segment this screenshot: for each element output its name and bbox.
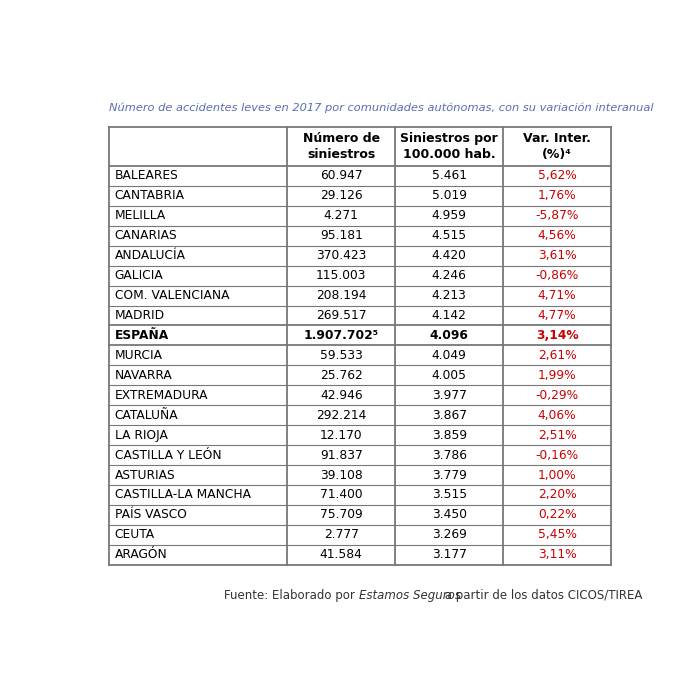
- Text: 1.907.702⁵: 1.907.702⁵: [304, 329, 379, 342]
- Text: PAÍS VASCO: PAÍS VASCO: [115, 508, 186, 522]
- Text: 0,22%: 0,22%: [538, 508, 576, 522]
- Text: 5,45%: 5,45%: [538, 528, 577, 541]
- Text: 3.177: 3.177: [432, 548, 467, 561]
- Text: 4.213: 4.213: [432, 289, 467, 302]
- Text: 71.400: 71.400: [320, 489, 363, 501]
- Text: -0,29%: -0,29%: [536, 389, 579, 402]
- Text: 4.246: 4.246: [432, 269, 467, 282]
- Text: Número de
siniestros: Número de siniestros: [302, 132, 380, 161]
- Text: -5,87%: -5,87%: [536, 209, 579, 223]
- Text: 2,51%: 2,51%: [538, 428, 576, 442]
- Text: CATALUÑA: CATALUÑA: [115, 409, 178, 421]
- Text: MURCIA: MURCIA: [115, 349, 162, 362]
- Text: CANTABRIA: CANTABRIA: [115, 189, 185, 202]
- Text: a partir de los datos CICOS/TIREA: a partir de los datos CICOS/TIREA: [441, 589, 643, 602]
- Text: Número de accidentes leves en 2017 por comunidades autónomas, con su variación i: Número de accidentes leves en 2017 por c…: [109, 103, 654, 113]
- Text: MELILLA: MELILLA: [115, 209, 166, 223]
- Text: 3.859: 3.859: [432, 428, 467, 442]
- Text: GALICIA: GALICIA: [115, 269, 163, 282]
- Text: LA RIOJA: LA RIOJA: [115, 428, 167, 442]
- Text: 3.786: 3.786: [432, 449, 467, 461]
- Text: 39.108: 39.108: [320, 468, 363, 482]
- Text: 1,00%: 1,00%: [538, 468, 576, 482]
- Text: 208.194: 208.194: [316, 289, 367, 302]
- Text: CEUTA: CEUTA: [115, 528, 155, 541]
- Text: 1,76%: 1,76%: [538, 189, 576, 202]
- Text: 5,62%: 5,62%: [538, 169, 576, 183]
- Text: Fuente: Elaborado por: Fuente: Elaborado por: [224, 589, 358, 602]
- Text: 269.517: 269.517: [316, 309, 367, 322]
- Text: EXTREMADURA: EXTREMADURA: [115, 389, 208, 402]
- Text: 3,14%: 3,14%: [536, 329, 578, 342]
- Text: 42.946: 42.946: [320, 389, 363, 402]
- Text: -0,16%: -0,16%: [536, 449, 579, 461]
- Text: 4.142: 4.142: [432, 309, 467, 322]
- Text: ANDALUCÍA: ANDALUCÍA: [115, 249, 186, 262]
- Text: -0,86%: -0,86%: [536, 269, 579, 282]
- Text: Estamos Seguros: Estamos Seguros: [358, 589, 461, 602]
- Text: ASTURIAS: ASTURIAS: [115, 468, 175, 482]
- Text: 95.181: 95.181: [320, 229, 363, 242]
- Text: MADRID: MADRID: [115, 309, 164, 322]
- Text: 5.461: 5.461: [432, 169, 467, 183]
- Text: 25.762: 25.762: [320, 369, 363, 382]
- Text: 3,61%: 3,61%: [538, 249, 576, 262]
- Text: ARAGÓN: ARAGÓN: [115, 548, 167, 561]
- Text: 4,77%: 4,77%: [538, 309, 576, 322]
- Text: 4,71%: 4,71%: [538, 289, 576, 302]
- Text: 3.269: 3.269: [432, 528, 467, 541]
- Text: 3.779: 3.779: [432, 468, 467, 482]
- Text: 4.515: 4.515: [432, 229, 467, 242]
- Text: 5.019: 5.019: [432, 189, 467, 202]
- Text: 2.777: 2.777: [324, 528, 358, 541]
- Text: 1,99%: 1,99%: [538, 369, 576, 382]
- Text: 3.450: 3.450: [432, 508, 467, 522]
- Text: ESPAÑA: ESPAÑA: [115, 329, 169, 342]
- Text: 3.867: 3.867: [432, 409, 467, 421]
- Text: 91.837: 91.837: [320, 449, 363, 461]
- Text: 2,61%: 2,61%: [538, 349, 576, 362]
- Text: 4.271: 4.271: [324, 209, 358, 223]
- Text: 2,20%: 2,20%: [538, 489, 576, 501]
- Text: 4,56%: 4,56%: [538, 229, 576, 242]
- Text: 60.947: 60.947: [320, 169, 363, 183]
- Text: 370.423: 370.423: [316, 249, 367, 262]
- Text: 4.049: 4.049: [432, 349, 467, 362]
- Text: 4,06%: 4,06%: [538, 409, 576, 421]
- Text: NAVARRA: NAVARRA: [115, 369, 172, 382]
- Text: CANARIAS: CANARIAS: [115, 229, 177, 242]
- Text: 115.003: 115.003: [316, 269, 367, 282]
- Text: COM. VALENCIANA: COM. VALENCIANA: [115, 289, 229, 302]
- Text: 4.096: 4.096: [430, 329, 468, 342]
- Text: 4.959: 4.959: [432, 209, 467, 223]
- Text: CASTILLA-LA MANCHA: CASTILLA-LA MANCHA: [115, 489, 251, 501]
- Text: CASTILLA Y LEÓN: CASTILLA Y LEÓN: [115, 449, 221, 461]
- Text: 3,11%: 3,11%: [538, 548, 576, 561]
- Text: 4.420: 4.420: [432, 249, 467, 262]
- Text: BALEARES: BALEARES: [115, 169, 178, 183]
- Text: Siniestros por
100.000 hab.: Siniestros por 100.000 hab.: [400, 132, 498, 161]
- Text: 292.214: 292.214: [316, 409, 367, 421]
- Text: 12.170: 12.170: [320, 428, 363, 442]
- Text: 41.584: 41.584: [320, 548, 363, 561]
- Text: 3.977: 3.977: [432, 389, 467, 402]
- Text: 29.126: 29.126: [320, 189, 363, 202]
- Text: 59.533: 59.533: [320, 349, 363, 362]
- Text: 3.515: 3.515: [432, 489, 467, 501]
- Text: 4.005: 4.005: [432, 369, 467, 382]
- Text: Var. Inter.
(%)⁴: Var. Inter. (%)⁴: [523, 132, 591, 161]
- Text: 75.709: 75.709: [320, 508, 363, 522]
